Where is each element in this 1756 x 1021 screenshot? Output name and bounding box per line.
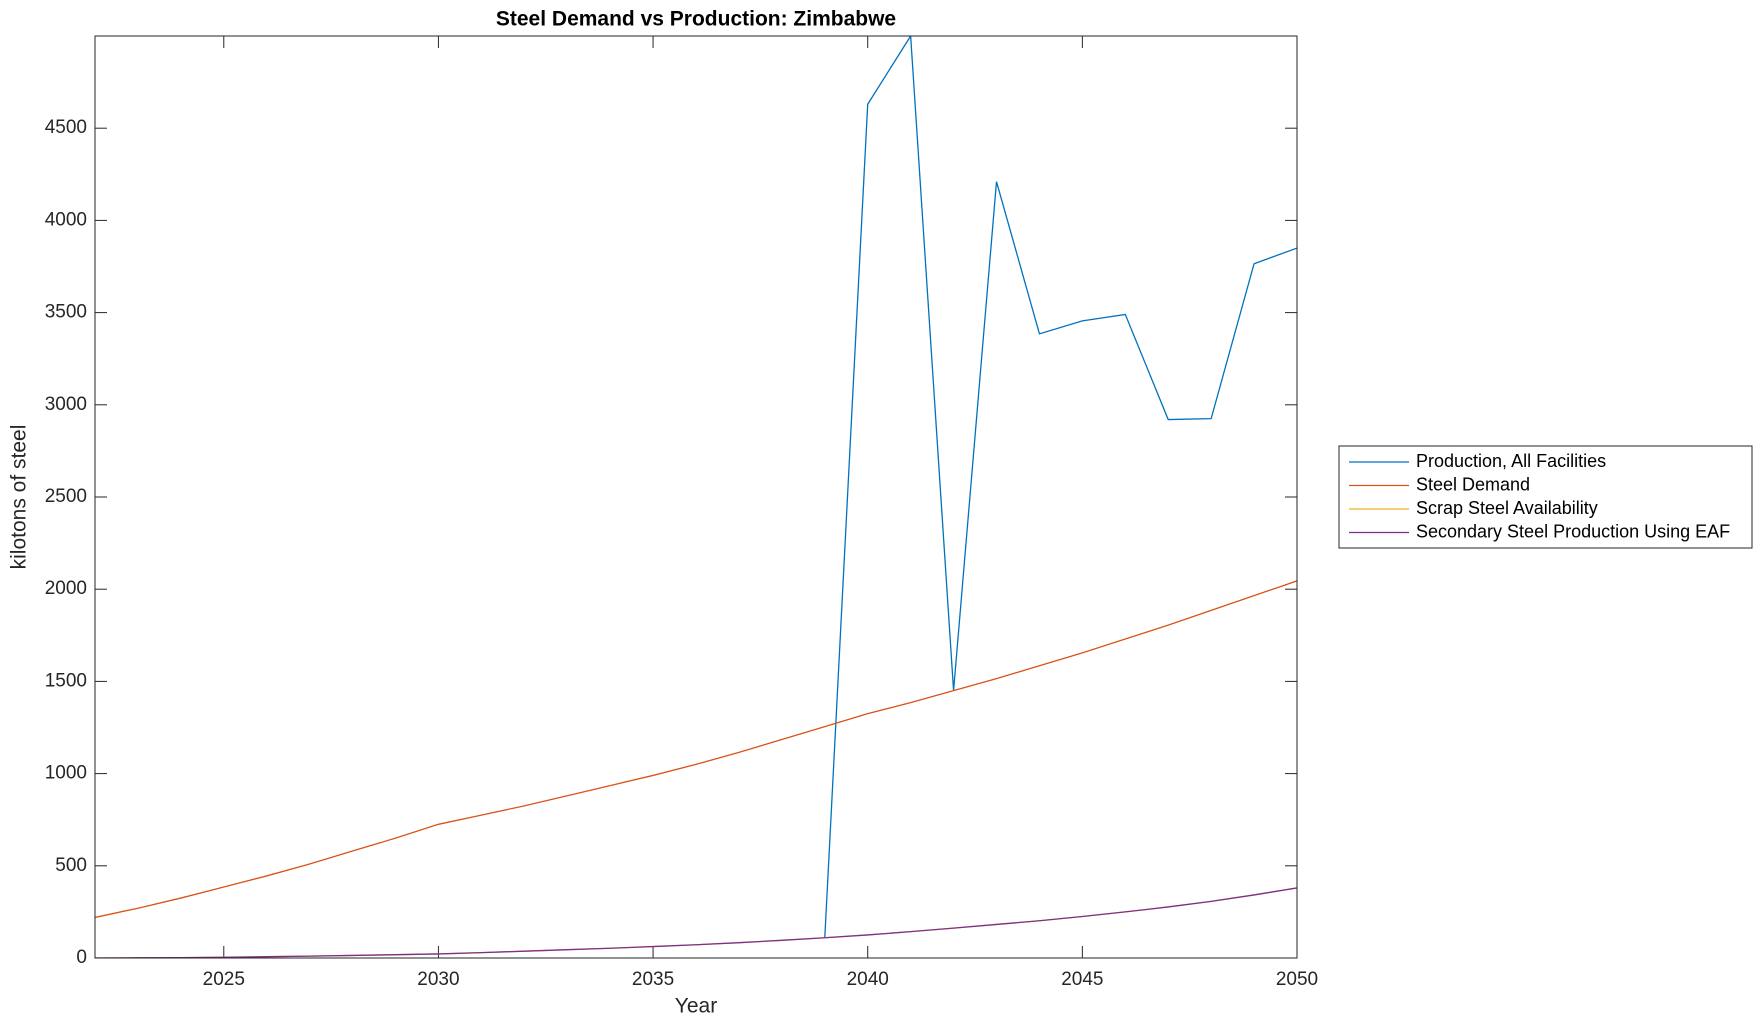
y-tick-label: 1500 xyxy=(45,670,87,691)
series-line xyxy=(95,580,1297,919)
y-tick-label: 2000 xyxy=(45,578,87,599)
x-tick-label: 2045 xyxy=(1061,969,1103,990)
x-tick-label: 2050 xyxy=(1276,969,1318,990)
y-tick-label: 500 xyxy=(55,855,87,876)
x-tick-label: 2040 xyxy=(847,969,889,990)
y-tick-label: 2500 xyxy=(45,486,87,507)
y-tick-label: 4500 xyxy=(45,117,87,138)
legend-label: Production, All Facilities xyxy=(1416,451,1606,471)
legend-label: Secondary Steel Production Using EAF xyxy=(1416,521,1730,541)
x-tick-label: 2030 xyxy=(417,969,459,990)
y-tick-label: 0 xyxy=(76,947,87,968)
y-axis-label: kilotons of steel xyxy=(8,425,31,570)
plot-lines xyxy=(95,36,1297,958)
x-axis-label: Year xyxy=(675,995,717,1018)
y-tick-label: 3500 xyxy=(45,302,87,323)
chart-title: Steel Demand vs Production: Zimbabwe xyxy=(496,8,896,31)
legend-label: Steel Demand xyxy=(1416,474,1530,494)
series-line xyxy=(95,887,1297,958)
y-tick-label: 4000 xyxy=(45,209,87,230)
x-tick-label: 2035 xyxy=(632,969,674,990)
y-tick-label: 1000 xyxy=(45,763,87,784)
y-tick-label: 3000 xyxy=(45,394,87,415)
legend-label: Scrap Steel Availability xyxy=(1416,498,1598,518)
legend-box xyxy=(1338,445,1753,549)
plot-frame xyxy=(94,35,1298,959)
series-line xyxy=(824,36,1297,938)
x-tick-label: 2025 xyxy=(203,969,245,990)
